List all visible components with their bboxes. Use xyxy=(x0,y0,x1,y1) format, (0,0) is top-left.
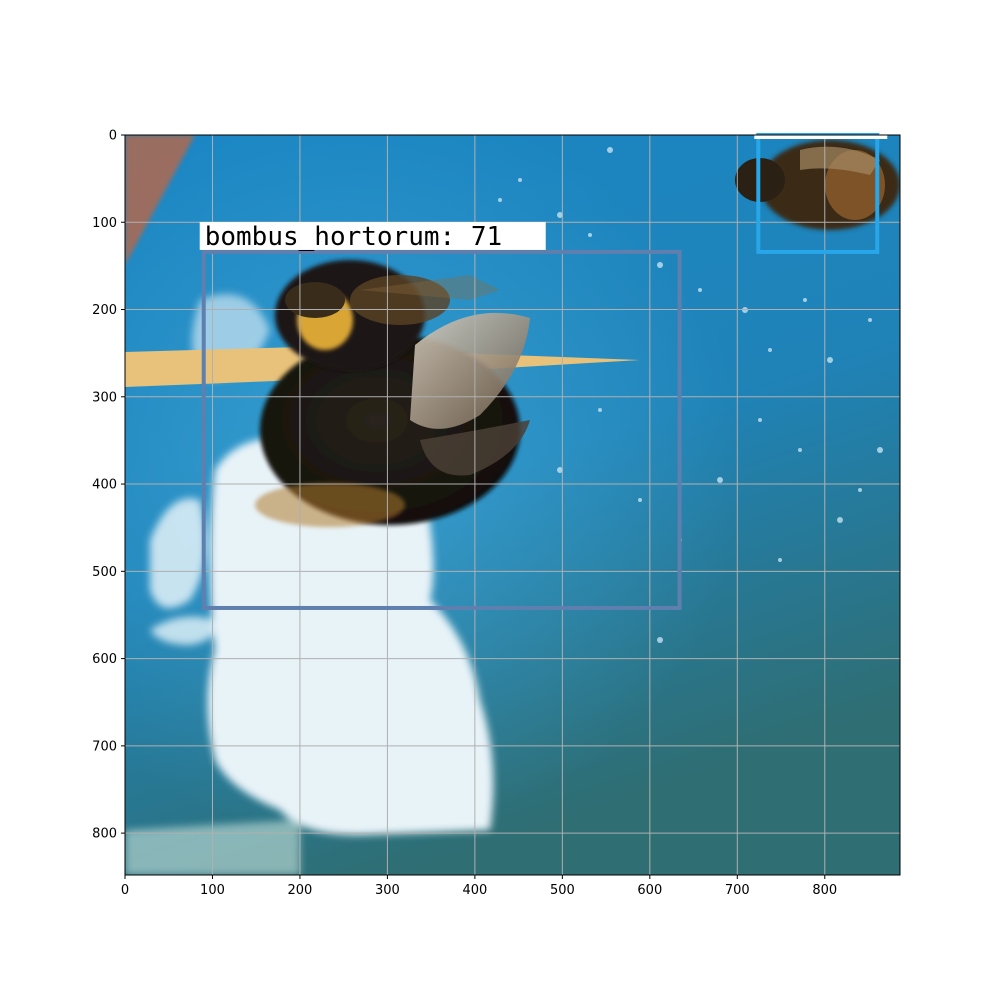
x-tick-label: 100 xyxy=(200,883,225,898)
x-axis: 0 100 200 300 400 500 600 700 800 xyxy=(121,875,837,898)
x-tick-label: 600 xyxy=(637,883,662,898)
y-tick-label: 700 xyxy=(92,739,117,754)
y-tick-label: 800 xyxy=(92,827,117,842)
y-tick-label: 300 xyxy=(92,390,117,405)
x-tick-label: 500 xyxy=(550,883,575,898)
detection-label-background xyxy=(199,221,546,250)
water-speckles xyxy=(498,147,883,643)
honeybee xyxy=(735,140,900,230)
x-tick-label: 300 xyxy=(375,883,400,898)
x-tick-label: 800 xyxy=(812,883,837,898)
x-tick-label: 200 xyxy=(288,883,313,898)
y-tick-label: 400 xyxy=(92,478,117,493)
detection-bee-1: bombus_hortorum: 71 xyxy=(199,221,682,610)
bounding-box xyxy=(201,249,682,610)
y-axis: 0 100 200 300 400 500 600 700 800 xyxy=(92,129,125,842)
x-tick-label: 700 xyxy=(725,883,750,898)
axes-frame xyxy=(124,134,901,876)
detection-label-background xyxy=(754,135,888,139)
detection-label: bombus_hortorum: 71 xyxy=(205,222,502,252)
x-tick-label: 400 xyxy=(462,883,487,898)
y-tick-label: 200 xyxy=(92,303,117,318)
y-tick-label: 600 xyxy=(92,652,117,667)
y-tick-label: 100 xyxy=(92,216,117,231)
x-tick-label: 0 xyxy=(121,883,129,898)
y-tick-label: 0 xyxy=(109,129,117,144)
y-tick-label: 500 xyxy=(92,565,117,580)
